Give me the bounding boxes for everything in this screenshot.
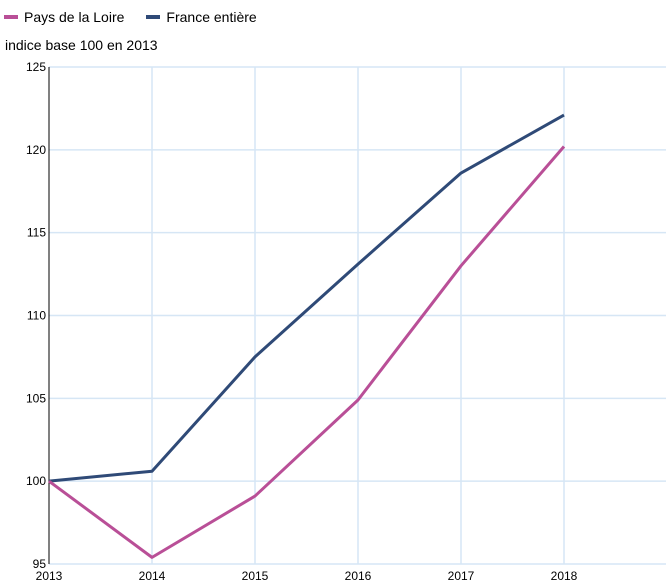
y-tick-label-115: 115 bbox=[27, 226, 46, 240]
x-tick-label-2015: 2015 bbox=[242, 569, 269, 583]
x-tick-label-2016: 2016 bbox=[345, 569, 372, 583]
legend-item-france-entiere[interactable]: France entière bbox=[146, 9, 257, 25]
x-tick-label-2014: 2014 bbox=[139, 569, 166, 583]
x-tick-label-2018: 2018 bbox=[551, 569, 578, 583]
legend-swatch-pays-de-la-loire bbox=[4, 15, 18, 19]
x-tick-label-2017: 2017 bbox=[448, 569, 475, 583]
y-axis-title: indice base 100 en 2013 bbox=[5, 37, 158, 53]
legend-item-pays-de-la-loire[interactable]: Pays de la Loire bbox=[4, 9, 124, 25]
x-tick-label-2013: 2013 bbox=[36, 569, 63, 583]
y-tick-label-105: 105 bbox=[26, 391, 46, 405]
y-tick-label-120: 120 bbox=[26, 143, 46, 157]
series-line-france-entiere bbox=[48, 113, 565, 483]
y-tick-label-95: 95 bbox=[33, 557, 47, 571]
series-line-pays-de-la-loire bbox=[48, 145, 566, 559]
legend-label-france-entiere: France entière bbox=[166, 9, 257, 25]
y-tick-label-100: 100 bbox=[26, 474, 46, 488]
legend: Pays de la Loire France entière bbox=[4, 9, 279, 25]
legend-swatch-france-entiere bbox=[146, 15, 161, 19]
y-tick-label-125: 125 bbox=[26, 60, 46, 74]
legend-label-pays-de-la-loire: Pays de la Loire bbox=[24, 9, 125, 25]
y-tick-label-110: 110 bbox=[27, 309, 46, 323]
